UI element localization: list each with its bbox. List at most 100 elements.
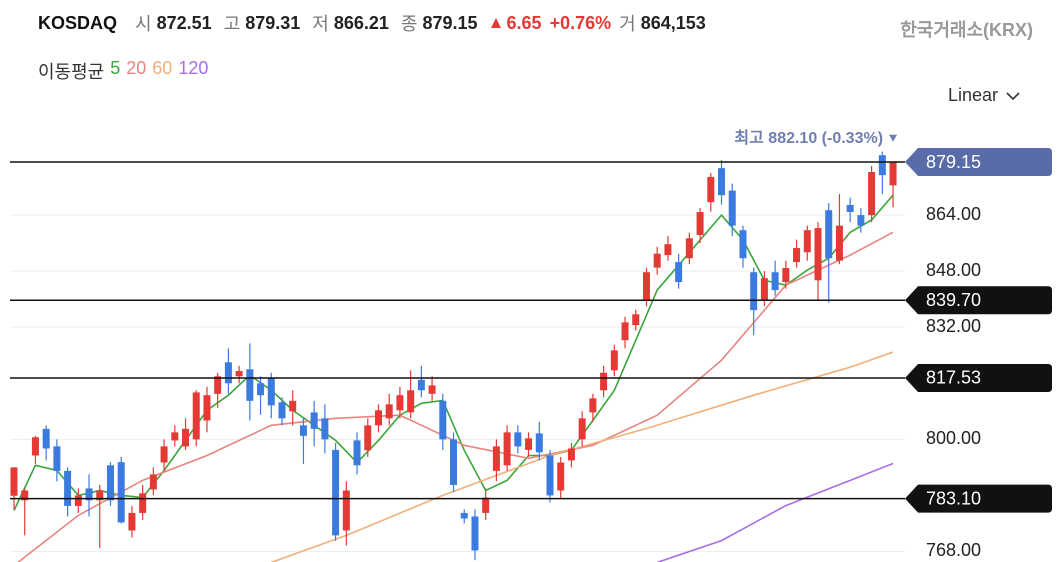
candle-body [321, 418, 329, 440]
candle-body [85, 488, 93, 501]
ma-line [13, 194, 894, 511]
candle-body [803, 230, 811, 253]
candle-body [460, 512, 468, 519]
candle-body [192, 392, 200, 440]
grid [10, 214, 905, 552]
candle-body [664, 244, 672, 256]
price-tag [905, 363, 1052, 392]
candle-body [364, 425, 372, 451]
candle-body [310, 412, 318, 429]
candle-body [878, 155, 886, 176]
candle-body [482, 497, 490, 513]
candle-body [825, 210, 833, 259]
price-tag-label: 783.10 [926, 488, 981, 508]
candle-body [299, 425, 307, 436]
scale-label: Linear [948, 85, 999, 105]
candle-body [514, 432, 522, 447]
candle-body [224, 362, 232, 384]
candle-body [739, 230, 747, 259]
change-pct: +0.76% [549, 12, 612, 33]
legend-entry: 120 [178, 58, 209, 78]
candle-body [492, 446, 500, 471]
candle-body [21, 490, 29, 501]
price-tag-label: 879.15 [926, 152, 981, 172]
ma-line [656, 462, 894, 562]
candle-body [707, 176, 715, 203]
title: KOSDAQ [38, 12, 118, 33]
candle-body [439, 400, 447, 440]
candle-body [835, 225, 843, 261]
candle-body [868, 172, 876, 216]
quote-label: 종 [400, 14, 418, 34]
candle-body [257, 383, 265, 396]
ma-legend: 이동평균 5 20 60 120 [38, 58, 208, 84]
candle-body [106, 465, 114, 501]
candle-body [214, 376, 222, 394]
candle-body [353, 440, 361, 466]
ma-title: 이동평균 [38, 62, 105, 82]
candle-body [128, 512, 136, 531]
y-tick-label: 768.00 [926, 540, 981, 560]
candle-body [246, 369, 254, 401]
candle-body [589, 398, 597, 413]
candle-body [718, 168, 726, 196]
overlay: 864.00 848.00 832.00 800.00 768.00 879.15 839.… [10, 128, 1052, 560]
candle-body [610, 350, 618, 371]
candle-body [503, 432, 511, 466]
y-tick-label: 848.00 [926, 260, 981, 280]
candle-body [149, 474, 157, 490]
legend-entry: 5 [110, 58, 121, 78]
quote-label: 시 [135, 14, 152, 34]
y-tick-label: 864.00 [926, 204, 981, 224]
candle-body [793, 248, 801, 263]
candle-body [621, 322, 629, 341]
candle-body [857, 215, 865, 226]
candle-body [814, 228, 822, 281]
candle-body [203, 395, 211, 421]
candle-body [417, 379, 425, 391]
candle-body [642, 272, 650, 301]
up-triangle [490, 18, 501, 28]
candle-body [567, 448, 575, 461]
candle-body [171, 432, 179, 441]
scale-dropdown[interactable]: Linear [948, 85, 1020, 106]
candle-body [760, 278, 768, 301]
candle-body [750, 272, 758, 311]
plot-area [10, 151, 897, 562]
candle-body [96, 490, 104, 501]
candle-body [74, 495, 82, 506]
candle-body [471, 516, 479, 551]
volume: 864,153 [640, 12, 706, 33]
candle-body [557, 462, 565, 491]
candle-body [342, 490, 350, 531]
quote-label: 저 [312, 14, 329, 34]
candle-body [653, 253, 661, 268]
quote-label: 고 [223, 14, 241, 34]
quote-value: 866.21 [333, 12, 389, 33]
candle-body [160, 446, 168, 463]
price-tag [905, 148, 1052, 177]
ma-line [17, 231, 894, 562]
candle-body [685, 238, 693, 259]
candle-body [267, 378, 275, 406]
candle-body [578, 418, 586, 440]
candle-body [632, 314, 640, 326]
source: 한국거래소(KRX) [900, 20, 1033, 40]
candle-body [782, 268, 790, 283]
candle-body [10, 467, 18, 496]
candle-body [396, 395, 404, 411]
quote-value: 879.31 [245, 12, 301, 33]
candle-body [53, 446, 61, 471]
quote-value: 872.51 [156, 12, 212, 33]
candle-body [182, 428, 190, 447]
quote-value: 879.15 [422, 12, 478, 33]
chevron [1006, 91, 1020, 100]
price-tag [905, 286, 1052, 315]
candle-body [535, 433, 543, 453]
candle-body [117, 462, 125, 523]
change: 6.65 [506, 12, 542, 33]
candle-body [889, 162, 897, 186]
price-tag [905, 484, 1052, 513]
candle-body [675, 262, 683, 283]
